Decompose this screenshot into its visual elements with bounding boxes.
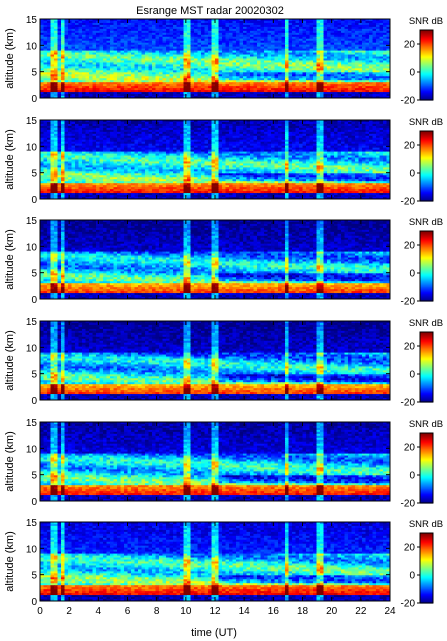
colorbar-label: SNR dB xyxy=(409,217,443,228)
y-tick-label: 0 xyxy=(31,295,37,306)
colorbar: SNR dB 20 0 -20 xyxy=(401,217,444,308)
colorbar-tick-label: 20 xyxy=(404,443,416,454)
colorbar-tick-label: -20 xyxy=(401,297,416,308)
y-tick-label: 10 xyxy=(26,142,38,153)
heatmap-cells xyxy=(40,19,390,98)
heatmap-cells xyxy=(40,120,390,199)
colorbar: SNR dB 20 0 -20 xyxy=(401,519,444,610)
x-tick-label: 12 xyxy=(209,606,221,617)
radar-panel-4: 0 5 10 15 altitude (km) SNR dB 20 0 -20 xyxy=(4,317,443,409)
colorbar: SNR dB 20 0 -20 xyxy=(401,117,444,208)
y-tick-label: 0 xyxy=(31,497,37,508)
y-tick-label: 10 xyxy=(26,444,38,455)
x-axis-label: time (UT) xyxy=(191,627,237,639)
y-tick-label: 5 xyxy=(31,370,37,381)
colorbar-tick-label: 0 xyxy=(409,169,415,180)
colorbar-tick-label: 20 xyxy=(404,40,416,51)
y-tick-label: 5 xyxy=(31,471,37,482)
colorbar-tick-label: -20 xyxy=(401,499,416,510)
colorbar-tick-label: -20 xyxy=(401,96,416,107)
y-tick-label: 15 xyxy=(26,216,38,227)
y-tick-label: 15 xyxy=(26,418,38,429)
figure-title: Esrange MST radar 20020302 xyxy=(136,5,284,17)
heatmap-cells xyxy=(40,422,390,501)
y-tick-label: 0 xyxy=(31,396,37,407)
colorbar-tick-label: 0 xyxy=(409,471,415,482)
x-tick-label: 0 xyxy=(37,606,43,617)
x-tick-label: 24 xyxy=(384,606,396,617)
x-tick-label: 16 xyxy=(268,606,280,617)
x-tick-label: 20 xyxy=(326,606,338,617)
x-tick-label: 6 xyxy=(125,606,131,617)
y-tick-label: 15 xyxy=(26,116,38,127)
colorbar-tick-label: -20 xyxy=(401,197,416,208)
colorbar-tick-label: 20 xyxy=(404,543,416,554)
radar-panel-5: 0 5 10 15 altitude (km) SNR dB 20 0 -20 xyxy=(4,418,443,510)
colorbar: SNR dB 20 0 -20 xyxy=(401,419,444,510)
x-tick-label: 18 xyxy=(297,606,309,617)
colorbar-tick-label: 0 xyxy=(409,571,415,582)
colorbar-tick-label: 20 xyxy=(404,241,416,252)
y-axis-label: altitude (km) xyxy=(4,28,16,89)
colorbar-tick-label: 20 xyxy=(404,141,416,152)
radar-panel-1: 0 5 10 15 altitude (km) SNR dB 20 0 -20 xyxy=(4,15,443,107)
y-axis-label: altitude (km) xyxy=(4,531,16,592)
colorbar-label: SNR dB xyxy=(409,318,443,329)
y-tick-label: 10 xyxy=(26,343,38,354)
heatmap-cells xyxy=(40,220,390,299)
x-tick-label: 4 xyxy=(96,606,102,617)
y-tick-label: 5 xyxy=(31,571,37,582)
y-tick-label: 15 xyxy=(26,317,38,328)
colorbar-label: SNR dB xyxy=(409,519,443,530)
y-axis-label: altitude (km) xyxy=(4,431,16,492)
x-tick-label: 14 xyxy=(239,606,251,617)
y-tick-label: 15 xyxy=(26,15,38,26)
y-tick-label: 5 xyxy=(31,269,37,280)
colorbar-tick-label: -20 xyxy=(401,398,416,409)
y-tick-label: 0 xyxy=(31,94,37,105)
y-axis-label: altitude (km) xyxy=(4,330,16,391)
radar-panel-2: 0 5 10 15 altitude (km) SNR dB 20 0 -20 xyxy=(4,116,443,208)
x-tick-label: 2 xyxy=(66,606,72,617)
y-axis-label: altitude (km) xyxy=(4,229,16,290)
x-tick-label: 10 xyxy=(180,606,192,617)
y-tick-label: 10 xyxy=(26,242,38,253)
colorbar-tick-label: 20 xyxy=(404,342,416,353)
colorbar-tick-label: -20 xyxy=(401,599,416,610)
y-tick-label: 15 xyxy=(26,518,38,529)
colorbar-tick-label: 0 xyxy=(409,370,415,381)
y-axis-label: altitude (km) xyxy=(4,129,16,190)
colorbar-tick-label: 0 xyxy=(409,269,415,280)
y-tick-label: 5 xyxy=(31,169,37,180)
colorbar-tick-label: 0 xyxy=(409,68,415,79)
colorbar-label: SNR dB xyxy=(409,117,443,128)
colorbar: SNR dB 20 0 -20 xyxy=(401,318,444,409)
colorbar: SNR dB 20 0 -20 xyxy=(401,16,444,107)
y-tick-label: 5 xyxy=(31,68,37,79)
heatmap-cells xyxy=(40,321,390,400)
radar-panel-3: 0 5 10 15 altitude (km) SNR dB 20 0 -20 xyxy=(4,216,443,308)
colorbar-label: SNR dB xyxy=(409,16,443,27)
y-tick-label: 10 xyxy=(26,544,38,555)
colorbar-label: SNR dB xyxy=(409,419,443,430)
heatmap-cells xyxy=(40,522,390,601)
y-tick-label: 0 xyxy=(31,195,37,206)
x-tick-label: 8 xyxy=(154,606,160,617)
y-tick-label: 10 xyxy=(26,41,38,52)
y-tick-label: 0 xyxy=(31,597,37,608)
x-tick-label: 22 xyxy=(355,606,367,617)
